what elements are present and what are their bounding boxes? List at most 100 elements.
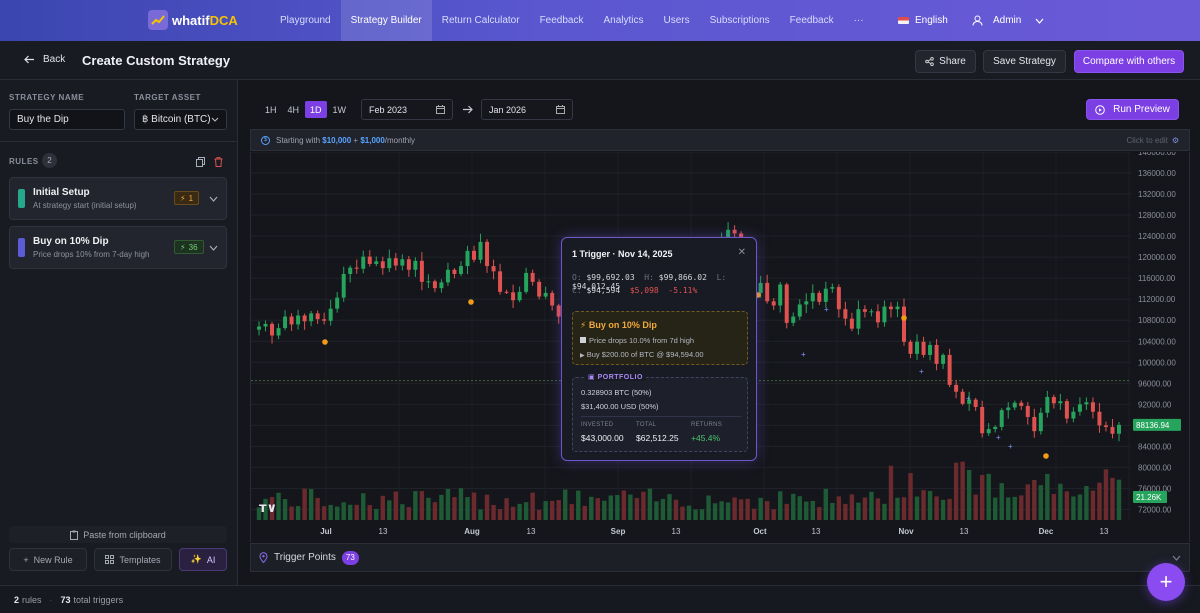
volume-bar bbox=[608, 495, 614, 520]
save-strategy-button[interactable]: Save Strategy bbox=[983, 50, 1066, 73]
save-label: Save Strategy bbox=[993, 56, 1056, 67]
info-plus: + bbox=[353, 135, 359, 145]
status-bar: 2 rules · 73 total triggers bbox=[0, 585, 1200, 613]
candle-body bbox=[426, 281, 431, 283]
end-date-value: Jan 2026 bbox=[489, 104, 527, 115]
ai-label: AI bbox=[206, 554, 216, 565]
flag-icon bbox=[898, 17, 909, 24]
volume-bar bbox=[445, 488, 451, 520]
trash-icon[interactable] bbox=[214, 157, 223, 167]
volume-bar bbox=[647, 488, 653, 520]
chevron-down-icon[interactable] bbox=[1172, 555, 1181, 561]
start-date-picker[interactable]: Feb 2023 bbox=[361, 99, 453, 120]
nav-item-strategy-builder[interactable]: Strategy Builder bbox=[340, 0, 432, 41]
strategy-name-input[interactable]: Buy the Dip bbox=[9, 109, 125, 130]
timeframe-1d[interactable]: 1D bbox=[305, 101, 327, 118]
trigger-points-panel[interactable]: Trigger Points 73 bbox=[250, 543, 1190, 572]
volume-bar bbox=[836, 496, 842, 520]
play-icon: ▶ bbox=[580, 353, 585, 359]
candle-body bbox=[960, 391, 965, 404]
candle-body bbox=[400, 259, 405, 266]
candle-body bbox=[1064, 401, 1069, 419]
nav-item-subscriptions[interactable]: Subscriptions bbox=[709, 15, 770, 26]
volume-bar bbox=[778, 491, 783, 520]
candle-body bbox=[309, 313, 314, 322]
info-icon: $ bbox=[261, 135, 270, 145]
page-title: Create Custom Strategy bbox=[82, 53, 231, 68]
nav-item-analytics[interactable]: Analytics bbox=[603, 15, 644, 26]
rule-card-initial-setup[interactable]: Initial Setup At strategy start (initial… bbox=[9, 177, 227, 220]
volume-bar bbox=[654, 501, 659, 520]
user-menu[interactable]: Admin bbox=[972, 0, 1044, 41]
share-button[interactable]: Share bbox=[915, 50, 976, 73]
x-tick-label: Dec bbox=[1039, 527, 1054, 536]
logo[interactable]: whatifDCA bbox=[148, 10, 238, 30]
target-asset-select[interactable]: ฿ Bitcoin (BTC) bbox=[134, 109, 227, 130]
paste-from-clipboard-button[interactable]: Paste from clipboard bbox=[9, 526, 227, 543]
volume-bar bbox=[269, 497, 275, 520]
divider bbox=[0, 141, 238, 142]
compare-button[interactable]: Compare with others bbox=[1074, 50, 1184, 73]
portfolio-box: ▣ PORTFOLIO 0.328903 BTC (50%) $31,400.0… bbox=[572, 373, 748, 452]
rule-card-buy-on-dip[interactable]: Buy on 10% Dip Price drops 10% from 7-da… bbox=[9, 226, 227, 269]
end-date-picker[interactable]: Jan 2026 bbox=[481, 99, 573, 120]
candle-body bbox=[432, 281, 437, 289]
nav-item-return-calculator[interactable]: Return Calculator bbox=[441, 15, 520, 26]
trigger-points-count: 73 bbox=[341, 550, 359, 565]
volume-bar bbox=[563, 489, 568, 520]
close-icon[interactable]: ✕ bbox=[737, 247, 746, 258]
volume-bar bbox=[589, 496, 594, 520]
volume-bar bbox=[706, 495, 711, 520]
timeframe-4h[interactable]: 4H bbox=[287, 104, 300, 115]
templates-button[interactable]: Templates bbox=[94, 548, 172, 571]
candle-body bbox=[993, 426, 998, 430]
ohlc-open: $99,692.03 bbox=[586, 273, 635, 282]
back-button[interactable]: Back bbox=[24, 54, 65, 65]
x-tick-label: 13 bbox=[960, 527, 969, 536]
candle-body bbox=[732, 229, 737, 234]
candle-body bbox=[380, 261, 385, 269]
click-to-edit[interactable]: Click to edit ⚙ bbox=[1126, 136, 1179, 145]
candle-body bbox=[296, 315, 301, 325]
chevron-down-icon[interactable] bbox=[209, 196, 218, 202]
new-rule-button[interactable]: + New Rule bbox=[9, 548, 87, 571]
nav-item-playground[interactable]: Playground bbox=[280, 15, 331, 26]
trigger-count-badge: ⚡ 36 bbox=[174, 240, 204, 254]
volume-bar bbox=[1097, 482, 1102, 520]
ai-button[interactable]: ✨ AI bbox=[179, 548, 227, 571]
chevron-down-icon[interactable] bbox=[209, 245, 218, 251]
total-value: $62,512.25 bbox=[636, 433, 679, 443]
volume-bar bbox=[1058, 483, 1063, 520]
location-pin-icon bbox=[259, 552, 268, 563]
investment-info-bar[interactable]: $ Starting with $10,000 + $1,000/monthly… bbox=[250, 129, 1190, 151]
nav-item-feedback[interactable]: Feedback bbox=[789, 15, 834, 26]
candle-body bbox=[393, 258, 398, 266]
volume-bar bbox=[263, 498, 268, 520]
copy-icon[interactable] bbox=[196, 157, 205, 167]
volume-bar bbox=[334, 506, 340, 520]
chevron-down-icon bbox=[1035, 18, 1044, 24]
gear-icon: ⚙ bbox=[1171, 135, 1179, 145]
add-fab-button[interactable]: + bbox=[1147, 563, 1185, 601]
target-asset-label: TARGET ASSET bbox=[134, 93, 201, 102]
volume-bar bbox=[797, 496, 802, 520]
candle-body bbox=[445, 269, 450, 283]
volume-bar bbox=[986, 473, 991, 520]
trigger-count: 36 bbox=[188, 242, 198, 252]
holdings-btc: 0.328903 BTC (50%) bbox=[581, 388, 652, 397]
timeframe-1h[interactable]: 1H bbox=[265, 104, 277, 115]
nav-item-more[interactable]: ··· bbox=[853, 15, 864, 26]
sidebar: STRATEGY NAME TARGET ASSET Buy the Dip ฿… bbox=[0, 80, 238, 585]
volume-bar bbox=[719, 501, 724, 520]
logo-text: whatifDCA bbox=[172, 12, 238, 28]
run-preview-button[interactable]: Run Preview bbox=[1086, 99, 1179, 120]
nav-item-feedback[interactable]: Feedback bbox=[539, 15, 584, 26]
volume-bar bbox=[817, 507, 822, 520]
volume-bar bbox=[901, 497, 907, 520]
candle-body bbox=[1025, 405, 1030, 417]
nav-item-users[interactable]: Users bbox=[663, 15, 690, 26]
volume-bar bbox=[439, 494, 444, 520]
volume-bar bbox=[680, 506, 685, 520]
timeframe-1w[interactable]: 1W bbox=[332, 104, 347, 115]
language-selector[interactable]: English bbox=[898, 0, 948, 41]
